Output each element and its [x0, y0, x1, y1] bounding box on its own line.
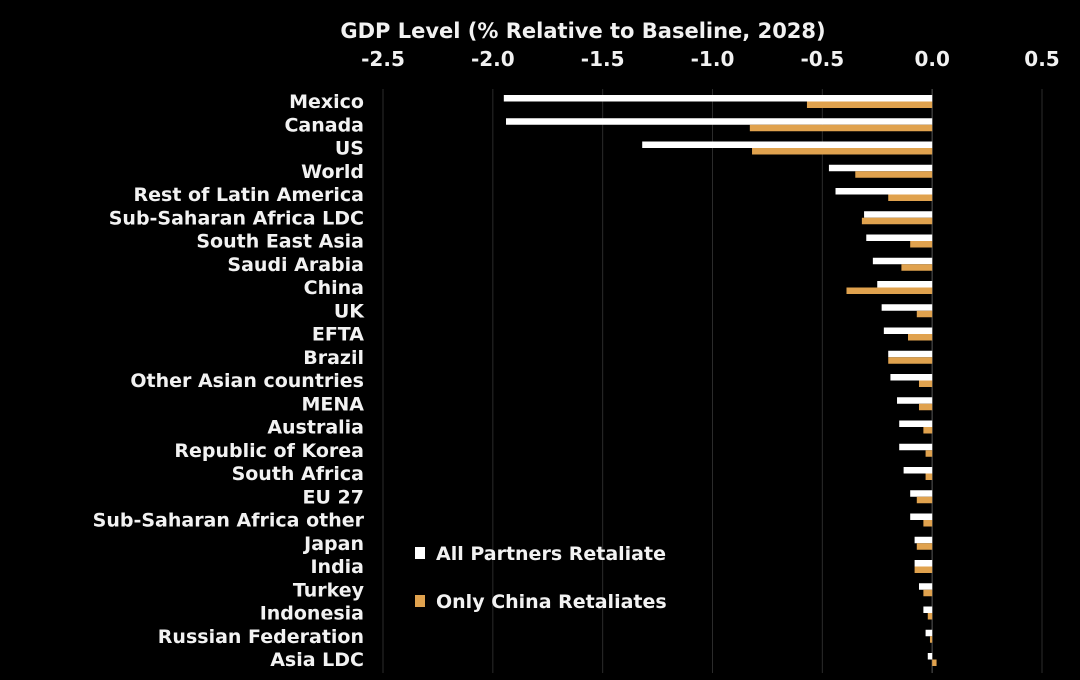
bar-only-china — [846, 287, 933, 294]
legend: All Partners Retaliate Only China Retalia… — [415, 543, 667, 613]
category-label: Saudi Arabia — [227, 254, 364, 276]
bar-only-china — [929, 636, 933, 643]
bar-all-partners — [899, 443, 933, 451]
x-tick-label: 0.5 — [1024, 47, 1059, 71]
bar-all-partners — [899, 420, 933, 427]
bar-all-partners — [927, 653, 933, 660]
bar-all-partners — [925, 629, 933, 637]
category-label: Sub-Saharan Africa other — [93, 510, 365, 532]
bar-only-china — [806, 101, 933, 108]
bar-only-china — [916, 496, 933, 504]
bars — [503, 95, 937, 666]
legend-label: All Partners Retaliate — [436, 543, 666, 565]
bar-only-china — [925, 473, 933, 480]
bar-all-partners — [872, 257, 933, 265]
category-label: Turkey — [293, 579, 365, 601]
bar-all-partners — [506, 118, 933, 125]
bar-only-china — [855, 171, 933, 178]
bar-only-china — [918, 403, 933, 411]
bar-all-partners — [877, 281, 933, 288]
bar-all-partners — [910, 513, 933, 520]
category-label: EFTA — [312, 324, 364, 346]
bar-only-china — [752, 148, 933, 155]
x-tick-label: -1.0 — [691, 47, 735, 71]
category-label: Republic of Korea — [174, 440, 364, 462]
category-label: Sub-Saharan Africa LDC — [109, 207, 364, 229]
bar-all-partners — [828, 164, 933, 172]
category-label: Russian Federation — [158, 626, 364, 648]
bar-all-partners — [914, 560, 933, 567]
legend-swatch — [415, 547, 425, 559]
bar-only-china — [888, 194, 933, 201]
x-tick-label: -1.5 — [581, 47, 625, 71]
bar-only-china — [927, 613, 933, 620]
bar-all-partners — [881, 304, 933, 311]
x-tick-label: -2.0 — [471, 47, 515, 71]
bar-all-partners — [888, 350, 933, 358]
category-label: Japan — [302, 533, 364, 555]
bar-all-partners — [883, 327, 933, 334]
category-label: South East Asia — [196, 231, 364, 253]
bar-all-partners — [903, 467, 933, 474]
x-tick-label: -0.5 — [800, 47, 844, 71]
bar-all-partners — [642, 141, 933, 148]
bar-all-partners — [914, 536, 933, 544]
category-label: EU 27 — [303, 486, 364, 508]
category-label: Canada — [284, 114, 364, 136]
x-axis-ticks: -2.5 -2.0 -1.5 -1.0 -0.5 0.0 0.5 — [361, 47, 1060, 71]
category-label: World — [301, 161, 364, 183]
bar-only-china — [749, 124, 933, 132]
category-label: Rest of Latin America — [134, 184, 364, 206]
bar-only-china — [925, 450, 933, 457]
bar-only-china — [908, 334, 933, 341]
category-label: Mexico — [289, 91, 364, 113]
bar-only-china — [923, 589, 933, 597]
legend-swatch — [415, 595, 425, 607]
grid-layer — [382, 89, 1043, 673]
bar-only-china — [918, 380, 933, 387]
bar-only-china — [861, 217, 933, 225]
bar-only-china — [923, 427, 933, 434]
x-tick-label: -2.5 — [361, 47, 405, 71]
bar-only-china — [901, 264, 933, 271]
category-label: South Africa — [232, 463, 364, 485]
bar-all-partners — [864, 211, 933, 218]
bar-all-partners — [897, 397, 933, 404]
bar-only-china — [923, 520, 933, 527]
category-label: India — [310, 556, 364, 578]
category-label: Indonesia — [260, 603, 364, 625]
bar-only-china — [916, 543, 933, 550]
bar-all-partners — [923, 606, 933, 613]
bar-all-partners — [835, 188, 933, 195]
x-tick-label: 0.0 — [914, 47, 949, 71]
legend-label: Only China Retaliates — [436, 591, 667, 613]
bar-all-partners — [866, 234, 933, 241]
bar-all-partners — [910, 490, 933, 497]
category-label: Australia — [267, 417, 364, 439]
bar-only-china — [888, 357, 933, 364]
category-label: Brazil — [303, 347, 364, 369]
chart-title: GDP Level (% Relative to Baseline, 2028) — [340, 19, 825, 43]
bar-only-china — [932, 659, 937, 666]
bar-all-partners — [503, 95, 933, 102]
category-label: Asia LDC — [270, 649, 364, 671]
bar-only-china — [916, 310, 933, 318]
bar-only-china — [914, 566, 933, 573]
bar-only-china — [910, 241, 933, 248]
bar-all-partners — [918, 583, 933, 590]
category-label: UK — [334, 300, 365, 322]
bar-all-partners — [890, 374, 933, 381]
category-label: MENA — [302, 393, 365, 415]
category-label: Other Asian countries — [130, 370, 364, 392]
category-label: China — [304, 277, 364, 299]
category-label: US — [335, 138, 364, 160]
